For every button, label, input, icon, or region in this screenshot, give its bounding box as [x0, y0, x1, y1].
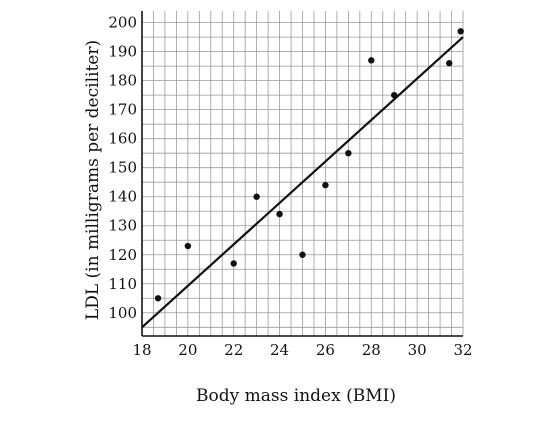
y-tick-label: 190	[108, 43, 137, 61]
y-axis-label: LDL (in milligrams per deciliter)	[83, 40, 103, 320]
fit-line	[141, 36, 464, 329]
x-tick-label: 24	[270, 341, 289, 359]
y-tick-label: 130	[108, 217, 137, 235]
x-tick-label: 32	[453, 341, 472, 359]
data-point	[391, 91, 398, 99]
x-tick-label: 26	[316, 341, 335, 359]
fit-line-group	[141, 36, 464, 329]
y-tick-label: 140	[108, 188, 137, 206]
y-tick-label: 180	[108, 72, 137, 90]
data-point	[299, 251, 306, 258]
data-point	[253, 193, 260, 200]
data-point	[184, 242, 192, 250]
y-tick-label: 200	[108, 14, 137, 32]
data-point	[230, 260, 237, 267]
x-tick-label: 22	[224, 341, 243, 359]
y-tick-label: 160	[108, 130, 137, 148]
y-tick-label: 110	[108, 275, 137, 293]
chart-axes	[141, 11, 463, 337]
y-tick-label: 150	[108, 159, 137, 177]
data-point	[457, 28, 464, 35]
x-tick-labels: 18 20 22 24 26 28 30 32	[132, 341, 472, 359]
data-point	[345, 149, 352, 157]
data-point	[154, 295, 162, 302]
y-tick-labels: 100 110 120 130 140 150 160 170 180 190 200	[108, 14, 137, 322]
x-tick-label: 18	[132, 341, 151, 359]
y-tick-label: 100	[108, 304, 137, 322]
y-tick-label: 170	[108, 101, 137, 119]
chart-grid	[141, 11, 464, 336]
data-points	[154, 28, 464, 302]
x-tick-label: 30	[408, 341, 427, 359]
x-axis-label: Body mass index (BMI)	[196, 386, 396, 406]
data-point	[368, 57, 375, 64]
data-point	[446, 60, 453, 67]
x-tick-label: 20	[178, 341, 197, 359]
x-tick-label: 28	[362, 341, 381, 359]
data-point	[276, 210, 283, 218]
y-tick-label: 120	[108, 246, 137, 264]
data-point	[322, 181, 329, 189]
